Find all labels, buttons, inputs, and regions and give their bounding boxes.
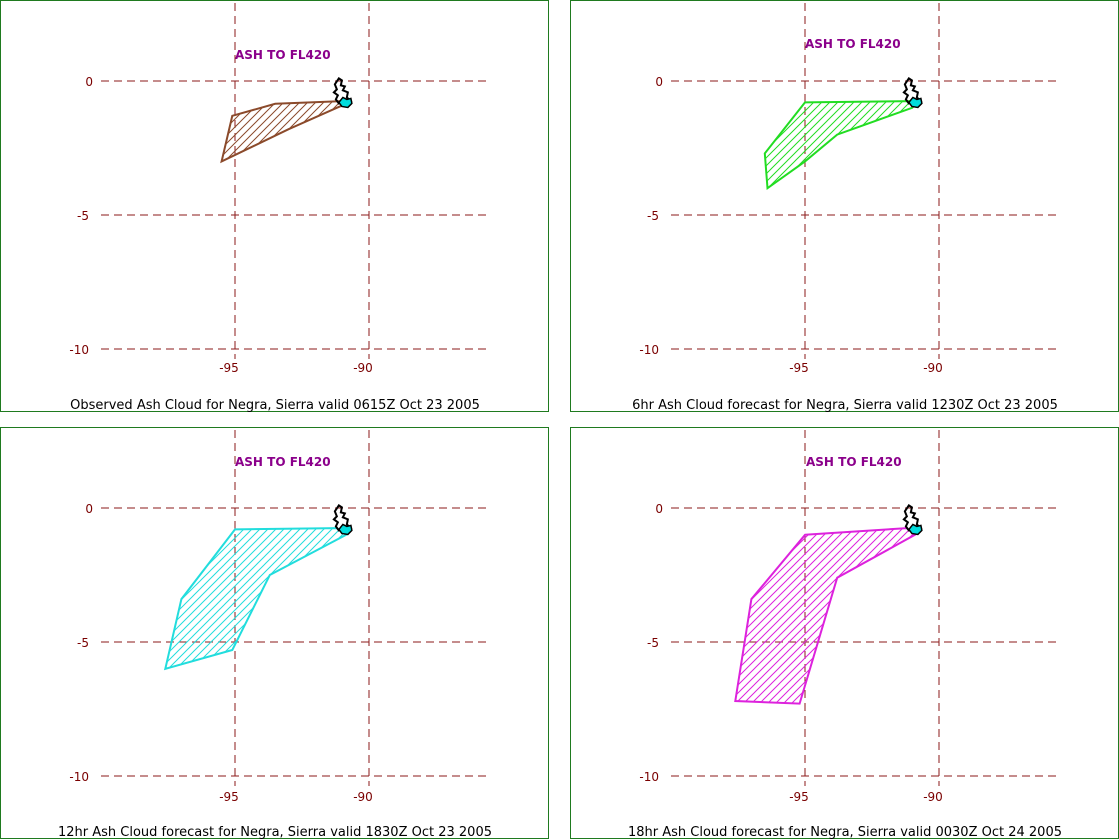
lat-tick-5: -5 bbox=[647, 636, 659, 650]
lat-tick-10: -10 bbox=[639, 343, 659, 357]
lat-tick-5: -5 bbox=[77, 209, 89, 223]
lat-tick-0: 0 bbox=[655, 75, 663, 89]
lat-tick-5: -5 bbox=[77, 636, 89, 650]
panel-title: Observed Ash Cloud for Negra, Sierra val… bbox=[70, 398, 480, 413]
ash-cloud-outline bbox=[163, 527, 349, 671]
ash-cloud-polygon bbox=[734, 527, 917, 705]
ash-cloud-outline bbox=[763, 100, 918, 191]
ash-cloud-polygon bbox=[763, 100, 918, 191]
gridlines bbox=[101, 3, 489, 359]
ash-cloud-polygon bbox=[163, 527, 349, 671]
lat-tick-10: -10 bbox=[639, 770, 659, 784]
lon-tick-90: -90 bbox=[923, 790, 943, 804]
volcano-marker bbox=[337, 523, 353, 536]
map-forecast-12hr: ASH TO FL420 0 -5 -10 -95 -90 12hr Ash C… bbox=[58, 430, 492, 840]
galapagos-outline bbox=[332, 76, 353, 109]
altitude-label: ASH TO FL420 bbox=[235, 455, 331, 469]
lon-tick-95: -95 bbox=[219, 790, 239, 804]
lon-tick-95: -95 bbox=[789, 361, 809, 375]
lon-tick-90: -90 bbox=[923, 361, 943, 375]
gridlines bbox=[101, 430, 489, 786]
panel-forecast-12hr: ASH TO FL420 0 -5 -10 -95 -90 12hr Ash C… bbox=[0, 427, 549, 840]
lat-tick-10: -10 bbox=[69, 770, 89, 784]
panel-forecast-6hr: ASH TO FL420 0 -5 -10 -95 -90 6hr Ash Cl… bbox=[570, 0, 1119, 413]
altitude-label: ASH TO FL420 bbox=[235, 48, 331, 62]
ash-cloud-outline bbox=[734, 527, 917, 705]
galapagos-outline bbox=[902, 76, 923, 109]
map-forecast-18hr: ASH TO FL420 0 -5 -10 -95 -90 18hr Ash C… bbox=[628, 430, 1062, 840]
lat-tick-0: 0 bbox=[85, 75, 93, 89]
ash-cloud-outline bbox=[220, 100, 349, 164]
altitude-label: ASH TO FL420 bbox=[805, 37, 901, 51]
map-forecast-6hr: ASH TO FL420 0 -5 -10 -95 -90 6hr Ash Cl… bbox=[632, 3, 1059, 413]
lon-tick-95: -95 bbox=[789, 790, 809, 804]
lat-tick-10: -10 bbox=[69, 343, 89, 357]
altitude-label: ASH TO FL420 bbox=[806, 455, 902, 469]
volcano-marker bbox=[337, 96, 353, 109]
panel-title: 18hr Ash Cloud forecast for Negra, Sierr… bbox=[628, 825, 1062, 840]
lon-tick-90: -90 bbox=[353, 790, 373, 804]
gridlines bbox=[671, 3, 1059, 359]
panel-forecast-18hr: ASH TO FL420 0 -5 -10 -95 -90 18hr Ash C… bbox=[570, 427, 1119, 840]
lat-tick-0: 0 bbox=[85, 502, 93, 516]
lon-tick-95: -95 bbox=[219, 361, 239, 375]
volcano-marker bbox=[907, 523, 923, 536]
panel-title: 6hr Ash Cloud forecast for Negra, Sierra… bbox=[632, 398, 1058, 413]
volcano-marker bbox=[907, 96, 923, 109]
galapagos-outline bbox=[902, 503, 923, 536]
lon-tick-90: -90 bbox=[353, 361, 373, 375]
lat-tick-5: -5 bbox=[647, 209, 659, 223]
gridlines bbox=[671, 430, 1059, 786]
ash-cloud-polygon bbox=[220, 100, 349, 164]
galapagos-outline bbox=[332, 503, 353, 536]
lat-tick-0: 0 bbox=[655, 502, 663, 516]
panel-observed: ASH TO FL420 0 -5 -10 -95 -90 Observed A… bbox=[0, 0, 549, 413]
map-observed: ASH TO FL420 0 -5 -10 -95 -90 Observed A… bbox=[69, 3, 489, 413]
panel-title: 12hr Ash Cloud forecast for Negra, Sierr… bbox=[58, 825, 492, 840]
